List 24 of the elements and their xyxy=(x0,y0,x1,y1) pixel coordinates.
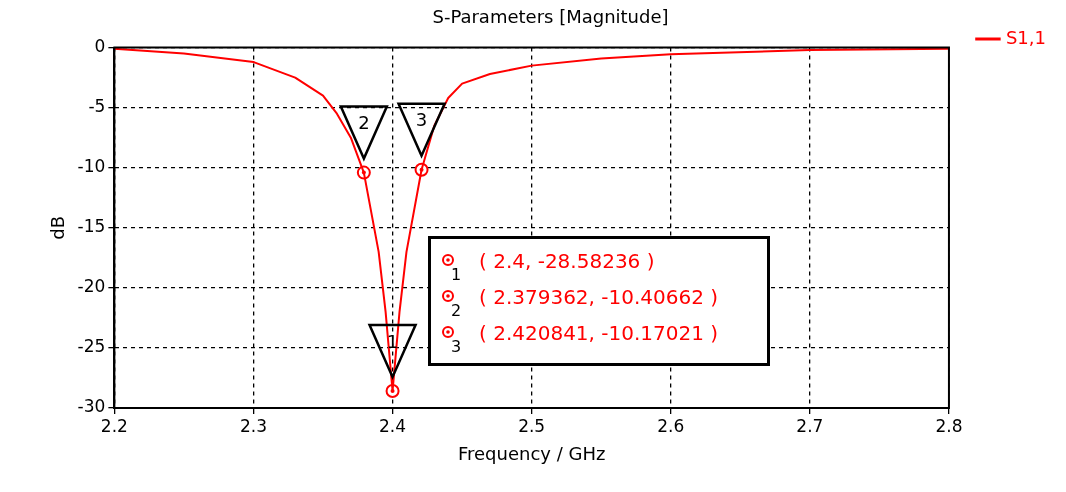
annotation: ( 2.379362, -10.40662 ) xyxy=(479,285,719,309)
y-tick-label: -5 xyxy=(88,96,106,117)
chart-title: S-Parameters [Magnitude] xyxy=(432,6,669,28)
y-tick-label: -30 xyxy=(77,396,106,417)
y-axis-title: dB xyxy=(47,215,69,240)
y-tick-label: -15 xyxy=(77,216,106,237)
x-tick-label: 2.2 xyxy=(100,415,128,436)
x-tick-label: 2.8 xyxy=(935,415,963,436)
x-tick-label: 2.4 xyxy=(379,415,407,436)
annotation: ( 2.4, -28.58236 ) xyxy=(479,249,655,273)
x-tick-label: 2.3 xyxy=(239,415,267,436)
legend-label: S1,1 xyxy=(1005,26,1047,48)
annotation: 2 xyxy=(358,112,370,134)
x-tick-label: 2.7 xyxy=(796,415,824,436)
annotation: 3 xyxy=(415,109,428,131)
x-tick-label: 2.6 xyxy=(657,415,685,436)
readout-box: 1 ( 2.4, -28.58236 ) 2 ( 2.379362, -10.40662 ) 3 ( 2.420841, -10.17021 ) xyxy=(428,236,770,366)
x-axis-title: Frequency / GHz xyxy=(457,442,606,464)
y-tick-label: -25 xyxy=(77,336,106,357)
x-tick-label: 2.5 xyxy=(518,415,546,436)
y-tick-label: -20 xyxy=(77,276,106,297)
annotation: ( 2.420841, -10.17021 ) xyxy=(479,321,719,345)
y-tick-label: -10 xyxy=(77,156,106,177)
y-tick-label: 0 xyxy=(94,36,106,57)
